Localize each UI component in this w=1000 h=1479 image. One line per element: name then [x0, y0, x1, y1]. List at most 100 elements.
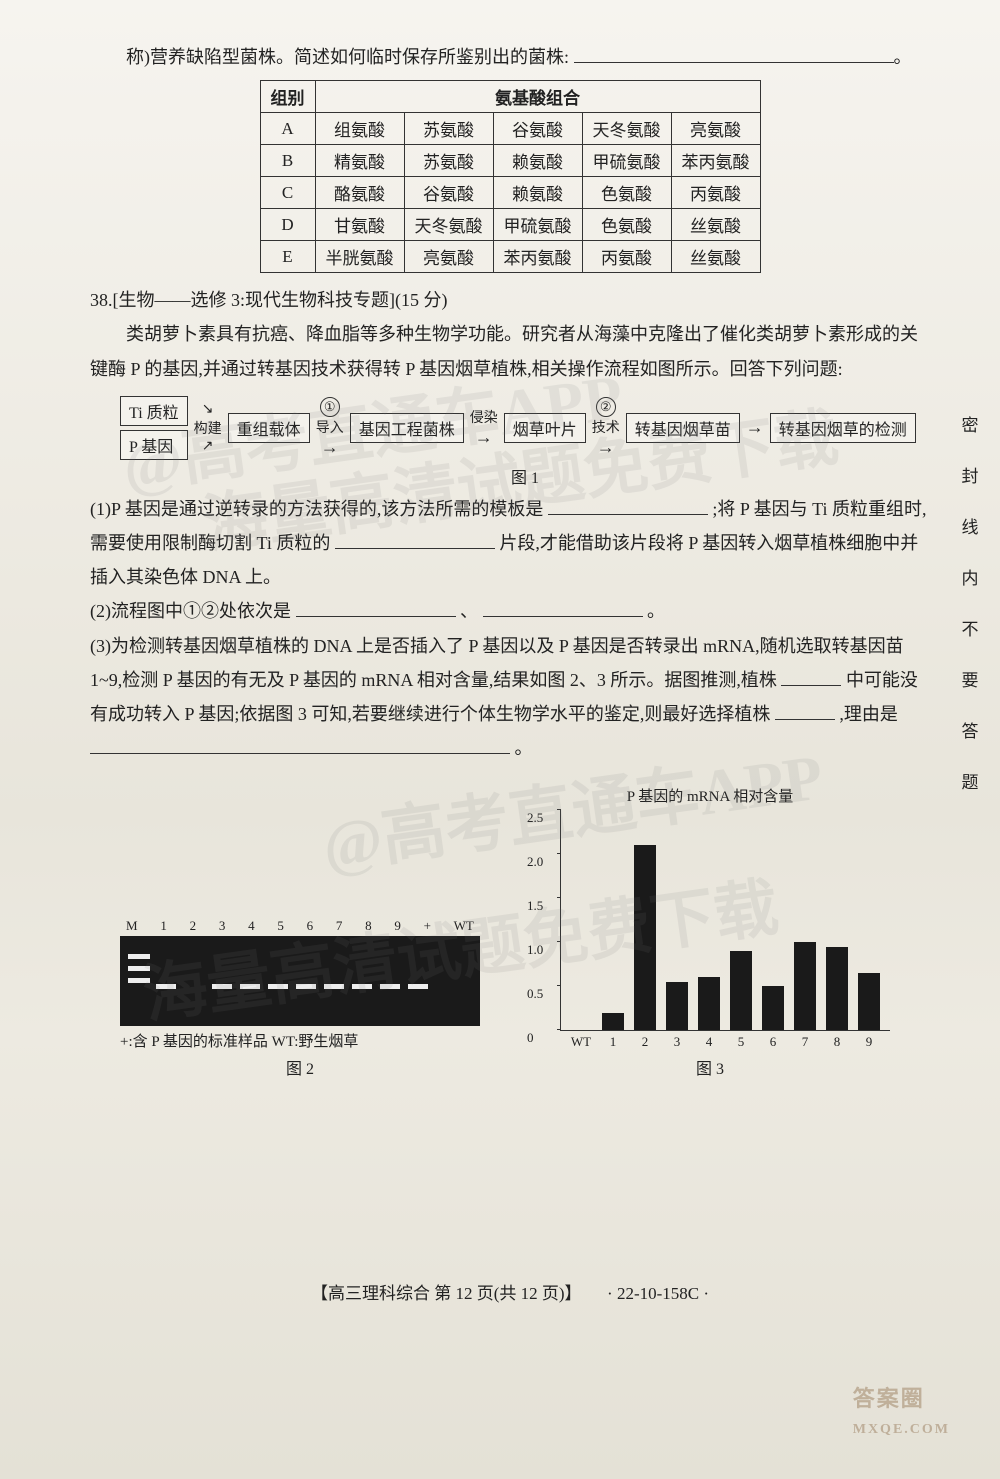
table-cell: 丝氨酸	[671, 209, 760, 241]
flow-ti: Ti 质粒	[120, 396, 188, 426]
gel-band	[156, 984, 176, 989]
chart-bar	[698, 977, 720, 1030]
intro-text: 称)营养缺陷型菌株。简述如何临时保存所鉴别出的菌株:	[126, 47, 569, 67]
chart-bar	[602, 1013, 624, 1031]
table-cell: 天冬氨酸	[582, 113, 671, 145]
gel-band	[128, 954, 150, 959]
seal-char: 不	[950, 604, 990, 655]
sub2a: (2)流程图中①②处依次是	[90, 601, 291, 621]
arrow-icon: →	[321, 437, 339, 458]
table-cell: 组氨酸	[315, 113, 404, 145]
table-cell: 苯丙氨酸	[493, 241, 582, 273]
gel-legend: +:含 P 基因的标准样品 WT:野生烟草	[120, 1030, 480, 1051]
gel-band	[240, 984, 260, 989]
q38-heading: 38.[生物——选修 3:现代生物科技专题](15 分)	[90, 283, 930, 317]
sub3-blank2	[775, 701, 835, 720]
ytick-mark	[557, 941, 561, 942]
flow-build-arrow2: ↗	[202, 438, 214, 455]
table-cell: 谷氨酸	[493, 113, 582, 145]
flow-vector: 重组载体	[228, 413, 310, 443]
page-footer: 【高三理科综合 第 12 页(共 12 页)】 · 22-10-158C ·	[90, 1279, 930, 1304]
seal-char: 题	[950, 757, 990, 808]
chart-bar	[858, 973, 880, 1030]
sub1a: (1)P 基因是通过逆转录的方法获得的,该方法所需的模板是	[90, 499, 543, 519]
q38-sub1: (1)P 基因是通过逆转录的方法获得的,该方法所需的模板是 ;将 P 基因与 T…	[90, 492, 930, 595]
chart-bar	[762, 986, 784, 1030]
flow-step2-circle: ②	[596, 397, 616, 417]
ytick-label: 0	[527, 1030, 534, 1046]
sub3-blank3	[90, 735, 510, 754]
flow-infect: 侵染	[470, 407, 498, 427]
sub1-blank2	[335, 530, 495, 549]
chart-bar	[666, 982, 688, 1030]
table-cell: 丙氨酸	[671, 177, 760, 209]
table-cell: 赖氨酸	[493, 177, 582, 209]
xtick-label: 4	[706, 1034, 713, 1050]
xtick-label: 9	[866, 1034, 873, 1050]
sub3d: 。	[515, 738, 533, 758]
table-cell: 苏氨酸	[404, 113, 493, 145]
gel-band	[128, 978, 150, 983]
chart-bar	[794, 942, 816, 1030]
seal-char: 答	[950, 706, 990, 757]
gel-lane-label: 1	[160, 918, 167, 934]
gel-lane-label: WT	[454, 918, 474, 934]
gel-lane-label: M	[126, 918, 138, 934]
flow-cell: 基因工程菌株	[350, 413, 464, 443]
table-cell: D	[260, 209, 315, 241]
chart-bar	[634, 845, 656, 1030]
gel-lane-label: 7	[336, 918, 343, 934]
chart-plot-area: 00.51.01.52.02.5WT123456789	[560, 810, 890, 1031]
flow-pgene: P 基因	[120, 430, 188, 460]
table-cell: 精氨酸	[315, 145, 404, 177]
flow-build: 构建	[194, 418, 222, 438]
sub3c: ,理由是	[839, 704, 898, 724]
ytick-label: 0.5	[527, 986, 543, 1002]
fig2-caption: 图 2	[120, 1055, 480, 1079]
gel-lane-label: 4	[248, 918, 255, 934]
ytick-mark	[557, 897, 561, 898]
table-cell: A	[260, 113, 315, 145]
xtick-label: 3	[674, 1034, 681, 1050]
table-cell: 甲硫氨酸	[493, 209, 582, 241]
gel-lane-label: 5	[277, 918, 284, 934]
table-cell: 赖氨酸	[493, 145, 582, 177]
gel-band	[380, 984, 400, 989]
gel-band	[212, 984, 232, 989]
flow-leaf: 烟草叶片	[504, 413, 586, 443]
table-cell: 甘氨酸	[315, 209, 404, 241]
gel-band	[296, 984, 316, 989]
table-cell: 天冬氨酸	[404, 209, 493, 241]
seal-char: 内	[950, 553, 990, 604]
xtick-label: 6	[770, 1034, 777, 1050]
q38-p1: 类胡萝卜素具有抗癌、降血脂等多种生物学功能。研究者从海藻中克隆出了催化类胡萝卜素…	[90, 317, 930, 385]
gel-lane-label: +	[424, 918, 431, 934]
table-cell: E	[260, 241, 315, 273]
table-cell: 酪氨酸	[315, 177, 404, 209]
ytick-label: 1.0	[527, 942, 543, 958]
flow-step1-circle: ①	[320, 397, 340, 417]
gel-lane-label: 6	[307, 918, 314, 934]
ytick-label: 2.0	[527, 854, 543, 870]
flow-detect: 转基因烟草的检测	[770, 413, 916, 443]
gel-band	[268, 984, 288, 989]
chart-bar	[730, 951, 752, 1030]
mrna-chart: P 基因的 mRNA 相对含量 00.51.01.52.02.5WT123456…	[530, 785, 890, 1079]
xtick-label: 7	[802, 1034, 809, 1050]
gel-band	[352, 984, 372, 989]
q38-sub3: (3)为检测转基因烟草植株的 DNA 上是否插入了 P 基因以及 P 基因是否转…	[90, 629, 930, 766]
intro-blank	[574, 44, 894, 63]
chart-title: P 基因的 mRNA 相对含量	[530, 785, 890, 806]
footer-left: 【高三理科综合 第 12 页(共 12 页)】	[311, 1284, 582, 1303]
flow-build-arrow: ↘	[202, 401, 214, 418]
table-cell: 丝氨酸	[671, 241, 760, 273]
q38-sub2: (2)流程图中①②处依次是 、 。	[90, 594, 930, 628]
ytick-label: 1.5	[527, 898, 543, 914]
gel-band	[408, 984, 428, 989]
sub2-blank1	[296, 598, 456, 617]
seal-char: 要	[950, 655, 990, 706]
gel-lane-label: 9	[394, 918, 401, 934]
sub3-blank1	[781, 667, 841, 686]
table-cell: 甲硫氨酸	[582, 145, 671, 177]
flow-insert: 导入	[316, 417, 344, 437]
